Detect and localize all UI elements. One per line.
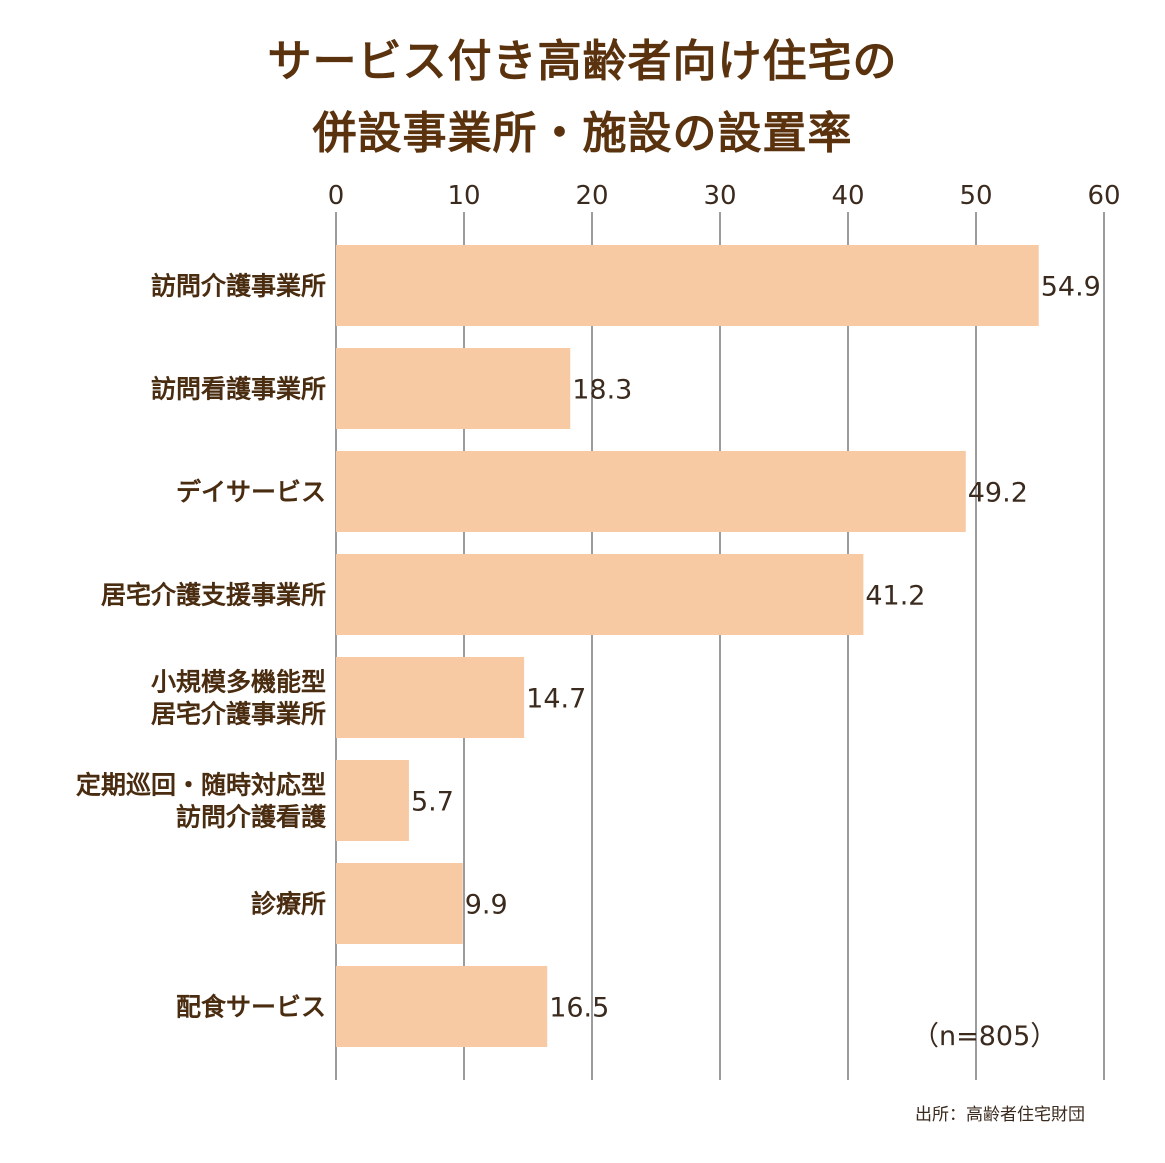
chart-title-line-2: 併設事業所・施設の設置率 [312, 108, 853, 159]
category-label: デイサービス [176, 478, 326, 507]
value-label: 49.2 [968, 478, 1028, 509]
x-tick-label: 40 [831, 181, 864, 211]
category-label: 配食サービス [176, 993, 326, 1022]
bar [336, 348, 571, 429]
value-label: 14.7 [526, 684, 586, 715]
bar [336, 760, 409, 841]
value-labels: 54.9 18.3 49.2 41.2 14.7 5.7 9.9 16.5 [411, 272, 1101, 1024]
bars [336, 245, 1039, 1047]
bar [336, 554, 864, 635]
x-axis-ticks: 0 10 20 30 40 50 60 [328, 181, 1121, 211]
value-label: 18.3 [572, 375, 632, 406]
value-label: 5.7 [411, 787, 454, 818]
bar [336, 245, 1039, 326]
x-tick-label: 50 [959, 181, 992, 211]
source-credit: 出所：高齢者住宅財団 [915, 1105, 1085, 1125]
sample-size-note: （n=805） [912, 1021, 1058, 1052]
bar [336, 966, 548, 1047]
bar [336, 451, 966, 532]
x-tick-label: 60 [1087, 181, 1120, 211]
x-tick-label: 30 [703, 181, 736, 211]
value-label: 54.9 [1041, 272, 1101, 303]
x-tick-label: 0 [328, 181, 345, 211]
category-label: 診療所 [251, 890, 326, 919]
category-labels: 訪問介護事業所訪問看護事業所デイサービス居宅介護支援事業所小規模多機能型居宅介護… [76, 272, 327, 1022]
category-label: 居宅介護事業所 [151, 700, 326, 729]
category-label: 訪問看護事業所 [151, 375, 326, 404]
value-label: 41.2 [865, 581, 925, 612]
category-label: 訪問介護看護 [176, 803, 327, 832]
value-label: 16.5 [549, 993, 609, 1024]
grid-lines [335, 212, 1105, 1080]
chart-title-line-1: サービス付き高齢者向け住宅の [267, 36, 898, 87]
x-tick-label: 20 [575, 181, 608, 211]
bar [336, 863, 463, 944]
value-label: 9.9 [465, 890, 508, 921]
category-label: 定期巡回・随時対応型 [76, 771, 326, 800]
bar [336, 657, 525, 738]
x-tick-label: 10 [447, 181, 480, 211]
category-label: 居宅介護支援事業所 [101, 581, 326, 610]
category-label: 訪問介護事業所 [151, 272, 326, 301]
category-label: 小規模多機能型 [151, 668, 326, 697]
